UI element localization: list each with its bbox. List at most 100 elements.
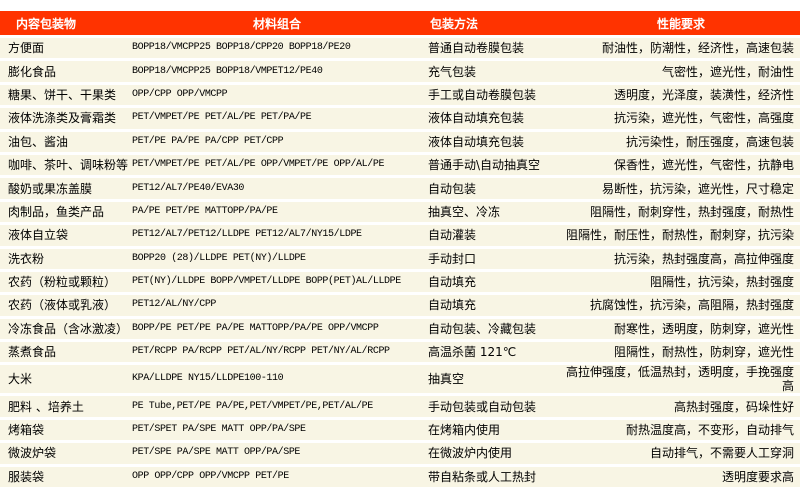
- cell-performance: 耐寒性，透明度，防刺穿，遮光性: [562, 318, 800, 340]
- table-row: 农药（粉粒或颗粒） PET(NY)/LLDPE BOPP/VMPET/LLDPE …: [0, 271, 800, 293]
- cell-content: 肉制品，鱼类产品: [0, 201, 130, 223]
- cell-materials: OPP OPP/CPP OPP/VMCPP PET/PE: [130, 466, 422, 488]
- cell-materials: PET/PE PA/PE PA/CPP PET/CPP: [130, 131, 422, 152]
- table-row: 油包、酱油 PET/PE PA/PE PA/CPP PET/CPP 液体自动填充包装…: [0, 131, 800, 152]
- header-method: 包装方法: [422, 11, 562, 35]
- cell-materials: PET/VMPET/PE PET/AL/PE PET/PA/PE: [130, 108, 422, 129]
- header-materials: 材料组合: [130, 11, 422, 35]
- table-row: 液体自立袋 PET12/AL7/PET12/LLDPE PET12/AL7/NY1…: [0, 225, 800, 246]
- cell-materials: PA/PE PET/PE MATTOPP/PA/PE: [130, 201, 422, 223]
- cell-performance: 阻隔性，耐压性，耐热性，耐刺穿，抗污染: [562, 225, 800, 246]
- cell-performance: 透明度要求高: [562, 466, 800, 488]
- cell-performance: 自动排气，不需要人工穿洞: [562, 443, 800, 464]
- cell-performance: 抗污染性，耐压强度，高速包装: [562, 131, 800, 152]
- cell-content: 糖果、饼干、干果类: [0, 84, 130, 106]
- cell-method: 手工或自动卷膜包装: [422, 84, 562, 106]
- cell-content: 农药（液体或乳液）: [0, 295, 130, 316]
- packaging-table: 内容包装物 材料组合 包装方法 性能要求 方便面 BOPP18/VMCPP25 B…: [0, 8, 800, 490]
- table-row: 方便面 BOPP18/VMCPP25 BOPP18/CPP20 BOPP18/PE…: [0, 38, 800, 59]
- table-row: 冷冻食品（含冰激凌） BOPP/PE PET/PE PA/PE MATTOPP/P…: [0, 318, 800, 340]
- cell-method: 在烤箱内使用: [422, 419, 562, 441]
- cell-content: 洗衣粉: [0, 248, 130, 269]
- cell-materials: PET/SPE PA/SPE MATT OPP/PA/SPE: [130, 443, 422, 464]
- table-row: 微波炉袋 PET/SPE PA/SPE MATT OPP/PA/SPE 在微波炉内使…: [0, 443, 800, 464]
- cell-content: 冷冻食品（含冰激凌）: [0, 318, 130, 340]
- cell-materials: BOPP18/VMCPP25 BOPP18/CPP20 BOPP18/PE20: [130, 38, 422, 59]
- cell-content: 烤箱袋: [0, 419, 130, 441]
- cell-materials: PET/RCPP PA/RCPP PET/AL/NY/RCPP PET/NY/A…: [130, 342, 422, 363]
- cell-performance: 高拉伸强度，低温热封，透明度，手挽强度高: [562, 365, 800, 394]
- cell-content: 大米: [0, 365, 130, 394]
- cell-method: 自动灌装: [422, 225, 562, 246]
- cell-performance: 阻隔性，耐刺穿性，热封强度，耐热性: [562, 201, 800, 223]
- table-row: 蒸煮食品 PET/RCPP PA/RCPP PET/AL/NY/RCPP PET/…: [0, 342, 800, 363]
- cell-performance: 阻隔性，耐热性，防刺穿，遮光性: [562, 342, 800, 363]
- cell-content: 肥料 、培养土: [0, 396, 130, 417]
- cell-method: 自动包装、冷藏包装: [422, 318, 562, 340]
- table-row: 酸奶或果冻盖膜 PET12/AL7/PE40/EVA30 自动包装 易断性，抗污染，遮…: [0, 178, 800, 199]
- cell-materials: OPP/CPP OPP/VMCPP: [130, 84, 422, 106]
- table-row: 烤箱袋 PET/SPET PA/SPE MATT OPP/PA/SPE 在烤箱内使用…: [0, 419, 800, 441]
- cell-method: 手动封口: [422, 248, 562, 269]
- cell-method: 自动填充: [422, 271, 562, 293]
- cell-method: 抽真空、冷冻: [422, 201, 562, 223]
- cell-materials: PET/SPET PA/SPE MATT OPP/PA/SPE: [130, 419, 422, 441]
- cell-content: 微波炉袋: [0, 443, 130, 464]
- cell-method: 普通自动卷膜包装: [422, 38, 562, 59]
- table-row: 膨化食品 BOPP18/VMCPP25 BOPP18/VMPET12/PE40 充气…: [0, 61, 800, 82]
- cell-materials: BOPP18/VMCPP25 BOPP18/VMPET12/PE40: [130, 61, 422, 82]
- cell-performance: 耐热温度高，不变形，自动排气: [562, 419, 800, 441]
- cell-method: 液体自动填充包装: [422, 131, 562, 152]
- table-header-row: 内容包装物 材料组合 包装方法 性能要求: [0, 11, 800, 35]
- cell-performance: 阻隔性，抗污染，热封强度: [562, 271, 800, 293]
- table-body: 方便面 BOPP18/VMCPP25 BOPP18/CPP20 BOPP18/PE…: [0, 38, 800, 488]
- cell-performance: 气密性，遮光性，耐油性: [562, 61, 800, 82]
- cell-performance: 高热封强度，码垛性好: [562, 396, 800, 417]
- cell-content: 咖啡、茶叶、调味粉等: [0, 154, 130, 176]
- cell-materials: BOPP/PE PET/PE PA/PE MATTOPP/PA/PE OPP/V…: [130, 318, 422, 340]
- table-row: 液体洗涤类及膏霜类 PET/VMPET/PE PET/AL/PE PET/PA/P…: [0, 108, 800, 129]
- table-row: 肥料 、培养土 PE Tube,PET/PE PA/PE,PET/VMPET/PE…: [0, 396, 800, 417]
- cell-performance: 保香性，遮光性，气密性，抗静电: [562, 154, 800, 176]
- table-row: 糖果、饼干、干果类 OPP/CPP OPP/VMCPP 手工或自动卷膜包装 透明度，光…: [0, 84, 800, 106]
- table-row: 洗衣粉 BOPP20 (28)/LLDPE PET(NY)/LLDPE 手动封口 抗污…: [0, 248, 800, 269]
- cell-materials: PET(NY)/LLDPE BOPP/VMPET/LLDPE BOPP(PET)…: [130, 271, 422, 293]
- cell-method: 抽真空: [422, 365, 562, 394]
- cell-materials: PET12/AL7/PE40/EVA30: [130, 178, 422, 199]
- cell-content: 膨化食品: [0, 61, 130, 82]
- table-row: 服装袋 OPP OPP/CPP OPP/VMCPP PET/PE 带自粘条或人工热封…: [0, 466, 800, 488]
- cell-materials: PE Tube,PET/PE PA/PE,PET/VMPET/PE,PET/AL…: [130, 396, 422, 417]
- cell-content: 油包、酱油: [0, 131, 130, 152]
- cell-materials: BOPP20 (28)/LLDPE PET(NY)/LLDPE: [130, 248, 422, 269]
- cell-method: 带自粘条或人工热封: [422, 466, 562, 488]
- cell-performance: 抗污染，热封强度高，高拉伸强度: [562, 248, 800, 269]
- cell-method: 高温杀菌 121℃: [422, 342, 562, 363]
- cell-materials: PET12/AL7/PET12/LLDPE PET12/AL7/NY15/LDP…: [130, 225, 422, 246]
- table-row: 咖啡、茶叶、调味粉等 PET/VMPET/PE PET/AL/PE OPP/VMP…: [0, 154, 800, 176]
- cell-method: 自动填充: [422, 295, 562, 316]
- header-performance: 性能要求: [562, 11, 800, 35]
- cell-method: 手动包装或自动包装: [422, 396, 562, 417]
- cell-performance: 抗腐蚀性，抗污染，高阻隔，热封强度: [562, 295, 800, 316]
- table-row: 农药（液体或乳液） PET12/AL/NY/CPP 自动填充 抗腐蚀性，抗污染，高阻隔…: [0, 295, 800, 316]
- cell-materials: PET12/AL/NY/CPP: [130, 295, 422, 316]
- table-row: 肉制品，鱼类产品 PA/PE PET/PE MATTOPP/PA/PE 抽真空、冷冻…: [0, 201, 800, 223]
- header-content: 内容包装物: [0, 11, 130, 35]
- cell-method: 液体自动填充包装: [422, 108, 562, 129]
- cell-performance: 透明度，光泽度，装潢性，经济性: [562, 84, 800, 106]
- cell-method: 自动包装: [422, 178, 562, 199]
- cell-method: 充气包装: [422, 61, 562, 82]
- cell-method: 普通手动\自动抽真空: [422, 154, 562, 176]
- cell-content: 液体洗涤类及膏霜类: [0, 108, 130, 129]
- cell-materials: PET/VMPET/PE PET/AL/PE OPP/VMPET/PE OPP/…: [130, 154, 422, 176]
- cell-content: 农药（粉粒或颗粒）: [0, 271, 130, 293]
- cell-content: 方便面: [0, 38, 130, 59]
- cell-content: 蒸煮食品: [0, 342, 130, 363]
- cell-method: 在微波炉内使用: [422, 443, 562, 464]
- cell-content: 服装袋: [0, 466, 130, 488]
- cell-performance: 抗污染，遮光性，气密性，高强度: [562, 108, 800, 129]
- cell-materials: KPA/LLDPE NY15/LLDPE100-110: [130, 365, 422, 394]
- cell-performance: 耐油性，防潮性，经济性，高速包装: [562, 38, 800, 59]
- cell-performance: 易断性，抗污染，遮光性，尺寸稳定: [562, 178, 800, 199]
- cell-content: 液体自立袋: [0, 225, 130, 246]
